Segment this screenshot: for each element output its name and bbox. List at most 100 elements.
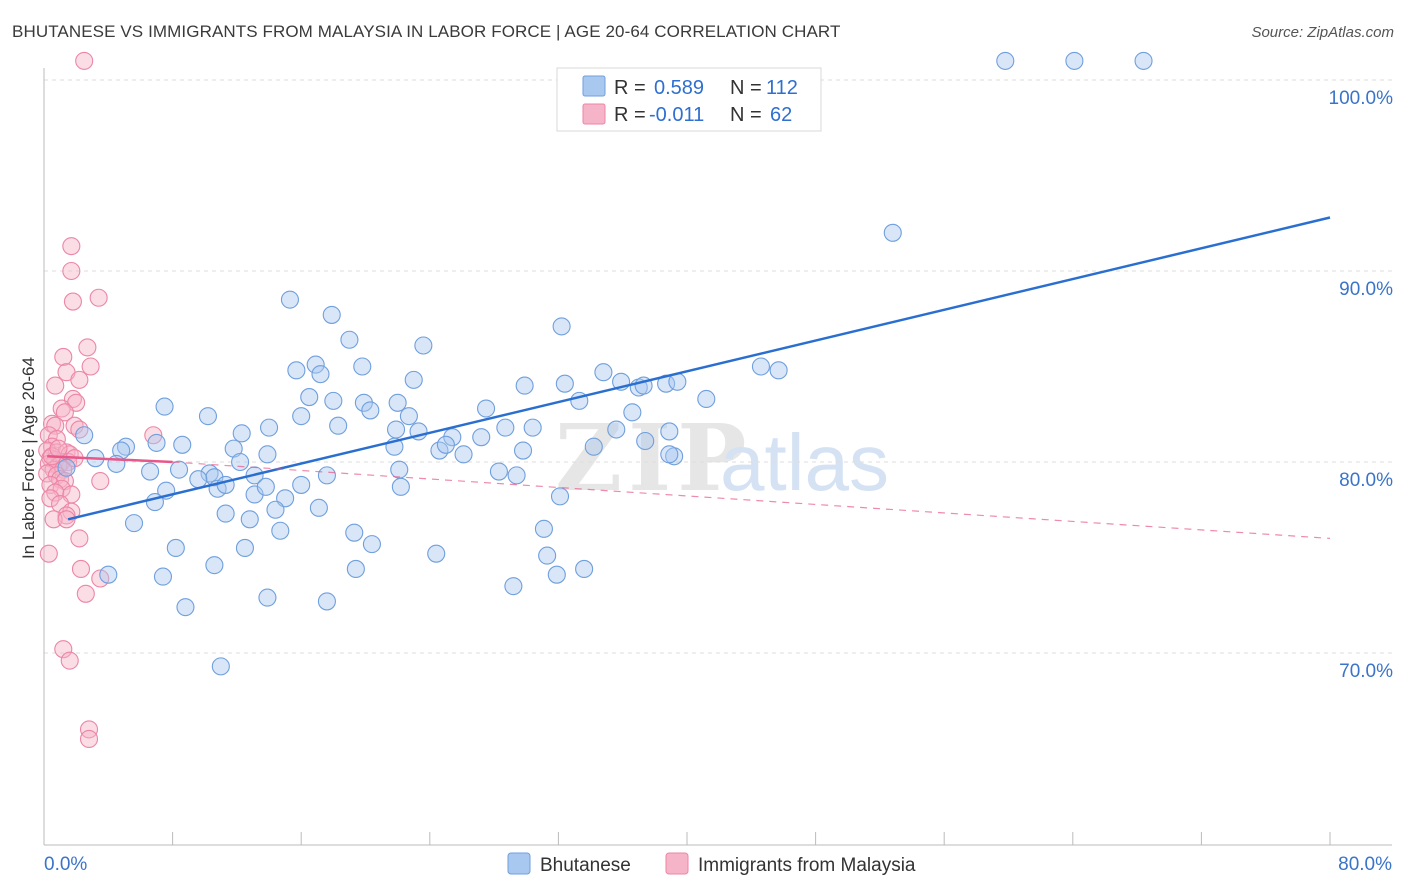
legend-n-label-2: N =: [730, 104, 762, 126]
legend-n-value-2: 62: [770, 104, 792, 126]
bhutanese-point: [153, 567, 173, 586]
bhutanese-point: [147, 433, 166, 452]
malaysia-point: [55, 403, 74, 422]
bhutanese-point: [436, 435, 455, 454]
bhutanese-point: [404, 370, 423, 389]
malaysia-point: [70, 370, 89, 389]
bhutanese-point: [258, 445, 277, 464]
bhutanese-point: [362, 535, 381, 554]
bhutanese-point: [513, 441, 533, 460]
bhutanese-point: [259, 418, 279, 437]
bhutanese-point: [280, 290, 299, 309]
bhutanese-point: [660, 422, 679, 441]
malaysia-point: [76, 584, 95, 603]
malaysia-point: [60, 651, 79, 670]
bhutanese-point: [584, 437, 603, 456]
bhutanese-point: [256, 477, 275, 496]
source-note: Source: ZipAtlas.com: [1251, 24, 1394, 41]
malaysia-point: [81, 357, 100, 376]
bhutanese-point: [361, 401, 380, 420]
bhutanese-point: [623, 403, 642, 422]
malaysia-point: [79, 729, 99, 749]
bhutanese-point: [769, 361, 788, 380]
bhutanese-point: [346, 559, 365, 579]
bhutanese-point: [534, 519, 553, 538]
bhutanese-point: [292, 475, 311, 494]
bhutanese-point: [399, 407, 418, 426]
malaysia-point: [54, 640, 73, 659]
bhutanese-point: [266, 500, 285, 519]
bhutanese-point: [751, 357, 770, 376]
bhutanese-point: [345, 523, 364, 542]
bhutanese-point: [340, 330, 359, 349]
stats-legend: R = 0.589 N = 112 R = -0.011 N = 62: [556, 67, 822, 132]
bhutanese-point: [1065, 51, 1084, 70]
malaysia-point: [39, 544, 58, 563]
bhutanese-point: [523, 418, 542, 437]
bhutanese-point: [205, 556, 224, 575]
series-legend-swatch-malaysia: [665, 852, 689, 875]
malaysia-point: [62, 261, 81, 281]
bhutanese-point: [1134, 51, 1153, 70]
bhutanese-point: [697, 389, 716, 409]
bhutanese-point: [636, 431, 655, 451]
bhutanese-points: [57, 51, 1153, 676]
bhutanese-point: [538, 546, 557, 565]
series-legend-swatch-bhutanese: [507, 852, 531, 875]
malaysia-trend-line-extension: [172, 461, 1331, 539]
bhutanese-point: [515, 376, 534, 395]
bhutanese-point: [173, 435, 192, 454]
bhutanese-point: [391, 477, 410, 496]
bhutanese-point: [454, 445, 473, 464]
bhutanese-point: [176, 598, 195, 617]
bhutanese-point: [660, 445, 679, 464]
chart-title: BHUTANESE VS IMMIGRANTS FROM MALAYSIA IN…: [12, 22, 841, 41]
legend-n-label-1: N =: [730, 77, 762, 99]
series-legend-label-bhutanese: Bhutanese: [540, 855, 631, 876]
legend-swatch-bhutanese: [582, 75, 606, 97]
bhutanese-point: [317, 466, 336, 485]
x-tick-label-0: 0.0%: [44, 854, 87, 875]
bhutanese-point: [189, 470, 208, 489]
bhutanese-point: [386, 420, 406, 439]
bhutanese-point: [594, 363, 613, 382]
bhutanese-point: [329, 416, 348, 435]
malaysia-point: [70, 420, 89, 439]
bhutanese-point: [489, 462, 508, 481]
malaysia-points: [38, 51, 163, 749]
bhutanese-point: [211, 657, 230, 676]
malaysia-point: [44, 510, 63, 529]
bhutanese-point: [57, 458, 76, 477]
series-legend: Bhutanese Immigrants from Malaysia: [507, 852, 916, 876]
bhutanese-point: [287, 361, 306, 380]
x-tick-label-80: 80.0%: [1338, 854, 1392, 875]
series-legend-label-malaysia: Immigrants from Malaysia: [698, 855, 916, 876]
bhutanese-point: [292, 407, 311, 426]
bhutanese-point: [231, 452, 250, 472]
watermark-zip: ZIP: [555, 404, 752, 512]
bhutanese-point: [309, 498, 328, 517]
bhutanese-point: [155, 397, 174, 416]
bhutanese-point: [354, 393, 373, 412]
bhutanese-point: [477, 399, 496, 418]
bhutanese-point: [240, 510, 259, 529]
trend-lines: [47, 216, 1331, 539]
bhutanese-point: [124, 514, 144, 533]
bhutanese-point: [169, 460, 189, 479]
malaysia-point: [78, 338, 97, 357]
malaysia-point: [70, 529, 89, 548]
bhutanese-point: [232, 424, 251, 443]
y-tick-label-100: 100.0%: [1329, 88, 1394, 109]
bhutanese-point: [472, 428, 491, 447]
bhutanese-point: [311, 365, 330, 384]
bhutanese-point: [496, 418, 515, 437]
legend-n-value-1: 112: [766, 77, 798, 99]
y-tick-label-90: 90.0%: [1339, 279, 1393, 300]
bhutanese-point: [216, 504, 235, 523]
bhutanese-point: [141, 462, 160, 481]
malaysia-point: [46, 376, 65, 395]
legend-r-value-2: -0.011: [649, 104, 704, 126]
malaysia-point: [91, 472, 110, 491]
legend-swatch-malaysia: [582, 103, 606, 125]
